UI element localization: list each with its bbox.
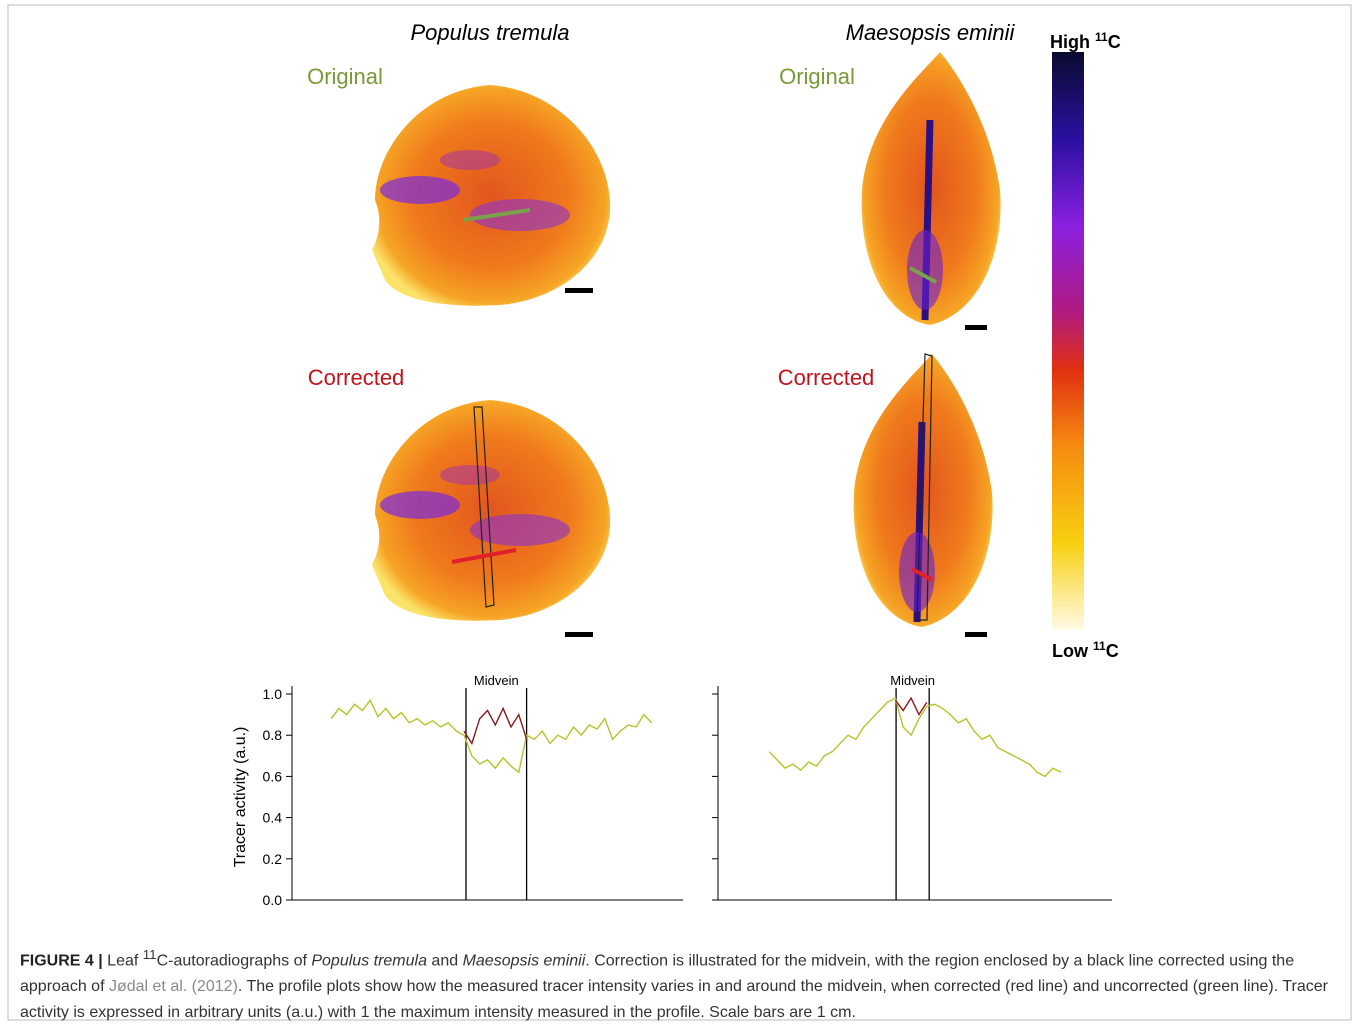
y-tick-label: 0.2 — [263, 851, 283, 867]
species-label: Populus tremula — [411, 20, 570, 45]
caption-text: C-autoradiographs of — [156, 952, 312, 970]
profile-line — [463, 706, 528, 746]
leaf-image — [372, 400, 611, 637]
colorbar — [1052, 52, 1084, 630]
y-tick-label: 1.0 — [263, 686, 283, 702]
panel-label: Corrected — [778, 365, 875, 390]
caption-text: 11 — [142, 947, 157, 962]
profile-line — [330, 698, 653, 774]
caption-text: Maesopsis eminii — [462, 952, 586, 970]
leaf-image — [861, 52, 1001, 330]
y-tick-label: 0.4 — [263, 810, 283, 826]
label: High — [1050, 32, 1090, 52]
frame — [7, 4, 1352, 1021]
caption-text: Populus tremula — [311, 952, 427, 970]
annotation: Midvein — [890, 673, 935, 688]
leaf-image — [853, 353, 993, 627]
caption-text: . The profile plots show how the measure… — [20, 978, 1328, 1022]
scale-bar — [965, 632, 987, 637]
leaf-image — [372, 85, 611, 306]
profile-line — [768, 697, 1062, 778]
panel-label: Corrected — [308, 365, 405, 390]
label: 11 — [1095, 30, 1108, 44]
label: 11 — [1093, 639, 1106, 653]
species-label: Maesopsis eminii — [846, 20, 1016, 45]
label: Low — [1052, 641, 1089, 661]
caption-text: and — [426, 952, 463, 970]
profile-line — [894, 696, 928, 717]
y-tick-label: 0.0 — [263, 892, 283, 908]
colorbar-label: High 11C — [1050, 30, 1121, 52]
y-axis-label: Tracer activity (a.u.) — [232, 727, 249, 868]
label: C — [1108, 32, 1121, 52]
panel-label: Original — [779, 64, 855, 89]
caption-text: Leaf — [102, 952, 143, 970]
caption: FIGURE 4 | Leaf 11C-autoradiographs of P… — [20, 942, 1340, 1026]
y-tick-label: 0.8 — [263, 727, 283, 743]
panel-label: Original — [307, 64, 383, 89]
citation-link[interactable]: Jødal et al. (2012) — [108, 978, 238, 996]
annotation: Midvein — [474, 673, 519, 688]
caption-text: . Correction is illustrated for the midv… — [20, 952, 1295, 996]
y-tick-label: 0.6 — [263, 768, 283, 784]
colorbar-label: Low 11C — [1052, 639, 1119, 661]
caption-label: FIGURE 4 | — [20, 952, 103, 970]
label: C — [1106, 641, 1119, 661]
